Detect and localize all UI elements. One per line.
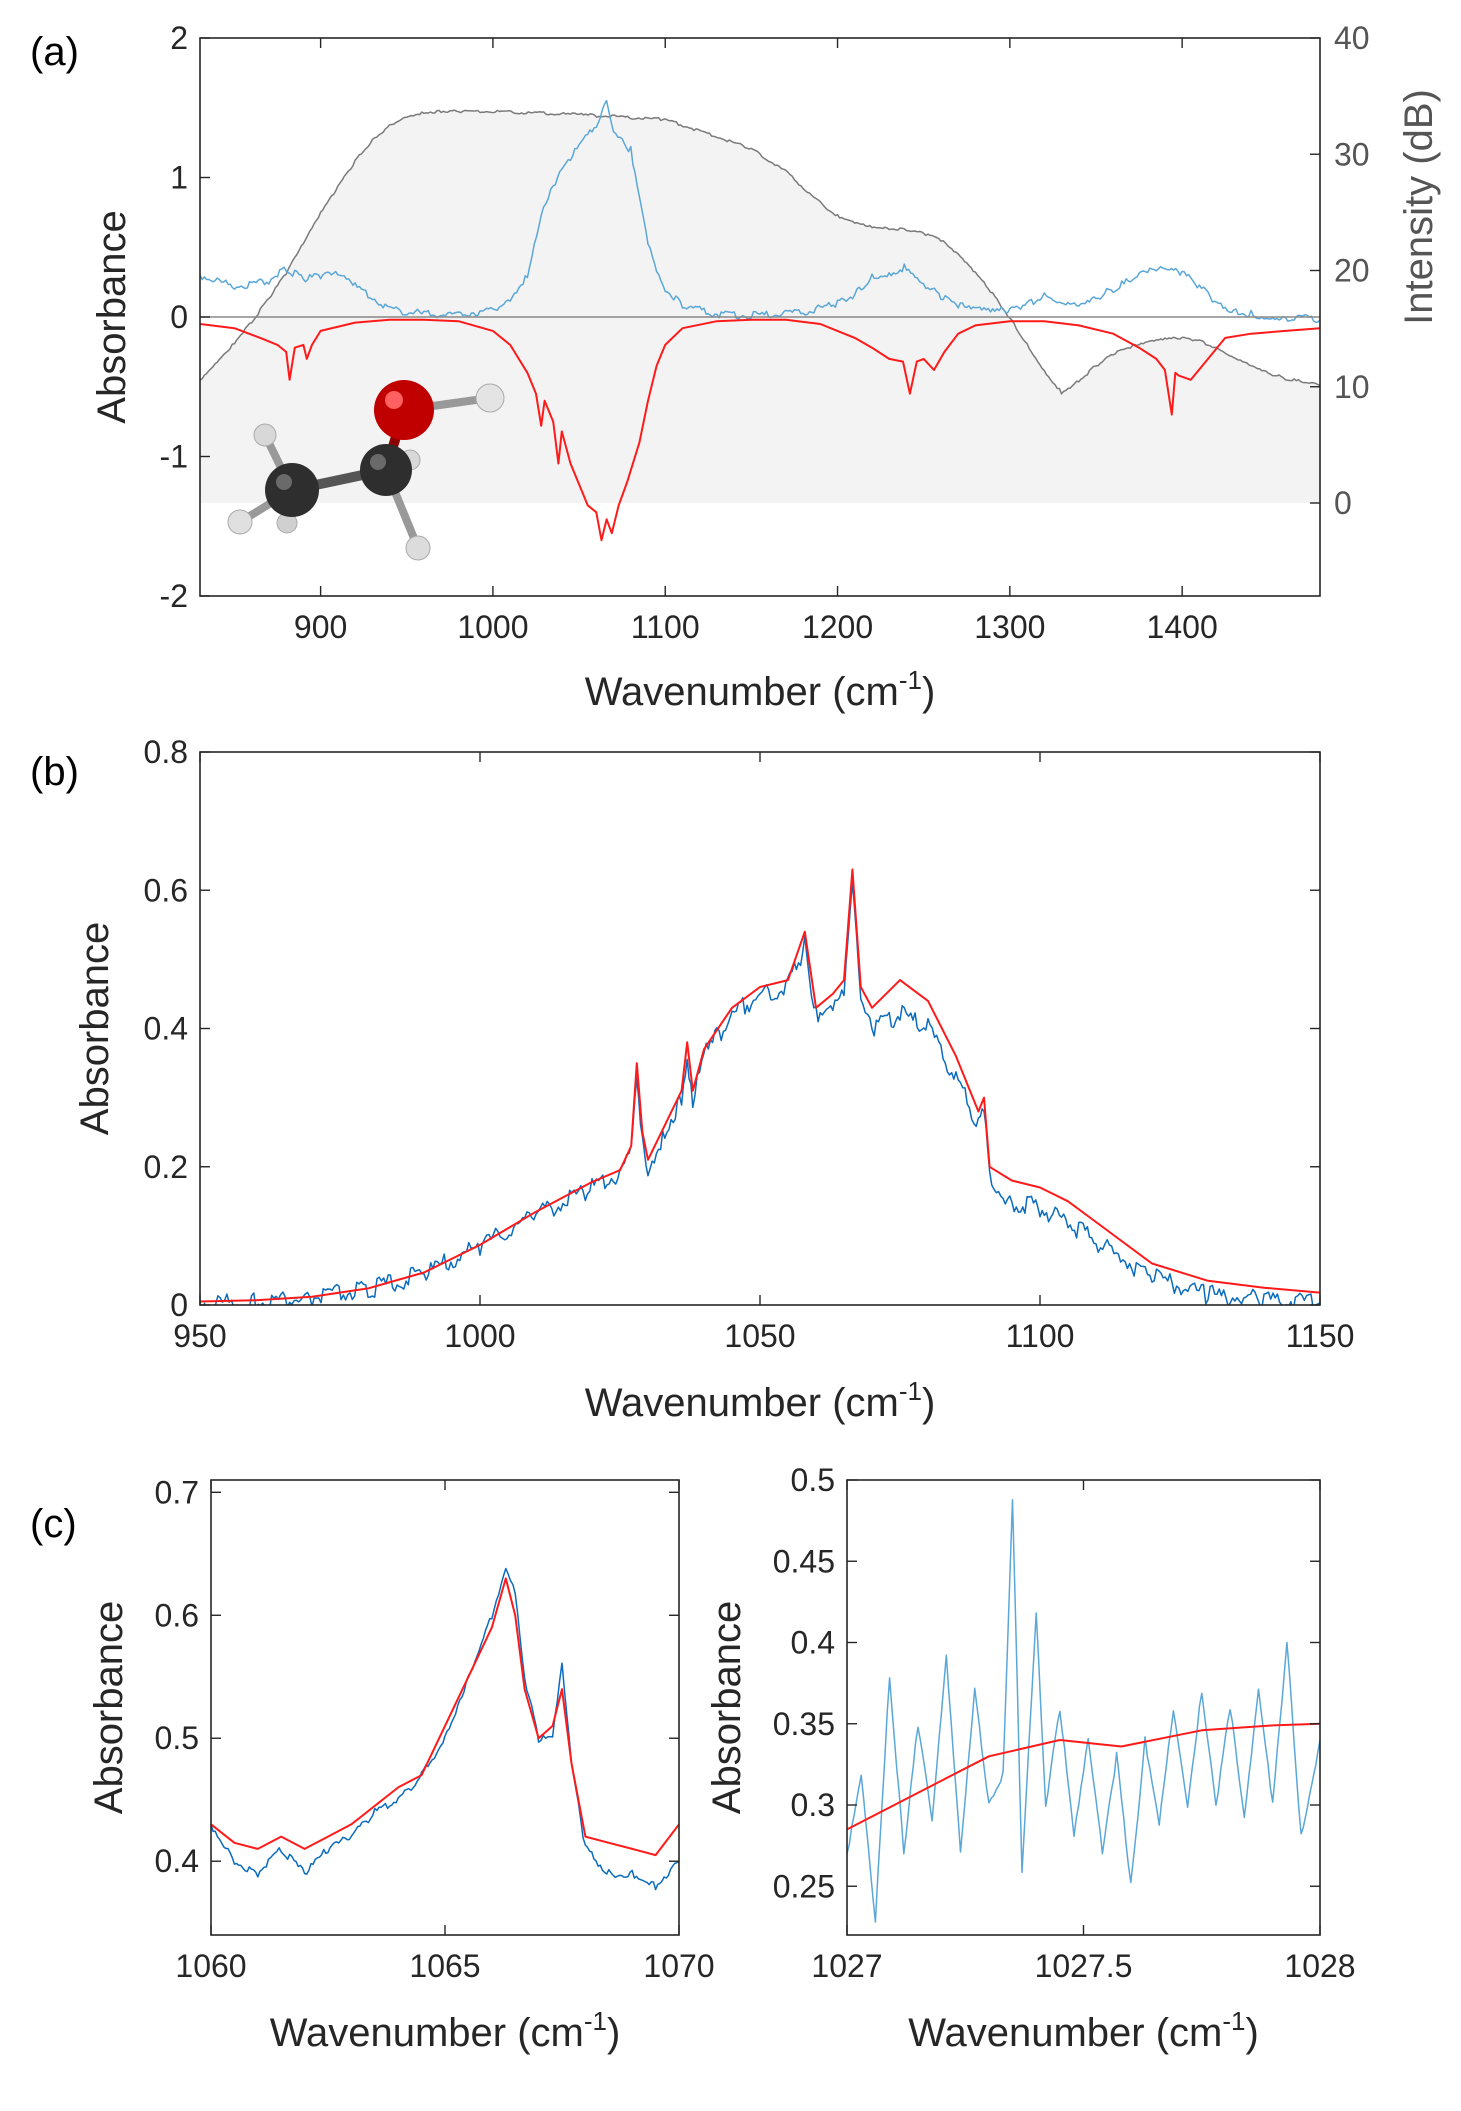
x-axis-label: Wavenumber (cm-1) [270, 2006, 621, 2055]
panel-label-a: (a) [30, 30, 79, 74]
x-tick-label: 1060 [175, 1948, 246, 1984]
hydrogen-atom [253, 423, 277, 447]
series-line-red-1 [200, 868, 1320, 1303]
panel-label-b: (b) [30, 750, 79, 794]
x-tick-label: 1027.5 [1035, 1948, 1133, 1984]
y-tick-label: 0.5 [791, 1462, 835, 1498]
x-tick-label: 1065 [409, 1948, 480, 1984]
x-axis-label-end: ) [922, 1381, 935, 1425]
y-tick-label: -2 [160, 578, 188, 614]
y-right-tick-label: 20 [1334, 253, 1370, 289]
x-axis-label-main: Wavenumber (cm [585, 1381, 899, 1425]
y-tick-label: 0.25 [773, 1868, 835, 1904]
y-right-axis-label: Intensity (dB) [1397, 89, 1441, 325]
y-tick-label: 0.6 [155, 1597, 199, 1633]
x-axis-label: Wavenumber (cm-1) [908, 2006, 1259, 2055]
y-right-tick-label: 0 [1334, 485, 1352, 521]
x-axis-label: Wavenumber (cm-1) [585, 665, 936, 714]
y-right-tick-label: 30 [1334, 136, 1370, 172]
series-line-red-1 [847, 1722, 1320, 1831]
x-tick-label: 1070 [643, 1948, 714, 1984]
y-tick-label: 1 [170, 160, 188, 196]
panel-b-absorbance: 950 1000 1050 1100 1150 0 0.2 0.4 0.6 0.8 Absorban… [73, 734, 1354, 1425]
y-tick-label: 0.4 [155, 1843, 199, 1879]
y-axis-label: Absorbance [87, 1601, 131, 1814]
y-axis-label: Absorbance [90, 210, 134, 423]
x-axis-label-main: Wavenumber (cm [908, 2011, 1222, 2055]
y-tick-label: 0.45 [773, 1543, 835, 1579]
carbon-atom [360, 444, 412, 496]
plot-area [211, 1567, 679, 1891]
axes-frame [199, 751, 1321, 1306]
x-tick-label: 1100 [1006, 1318, 1075, 1354]
ethanol-molecule-inset [227, 380, 505, 561]
y-tick-label: 0 [170, 299, 188, 335]
x-tick-label: 1000 [444, 1318, 515, 1354]
x-tick-label: 900 [294, 609, 347, 645]
y-tick-label: 0.4 [791, 1625, 835, 1661]
hydrogen-atom [475, 383, 505, 413]
carbon-atom [265, 463, 319, 517]
series-line-dark_blue-0 [200, 881, 1320, 1305]
oxygen-atom [374, 380, 434, 440]
y-tick-label: 0.8 [144, 734, 188, 770]
y-right-tick-label: 10 [1334, 369, 1370, 405]
x-tick-label: 1150 [1286, 1318, 1355, 1354]
x-axis-label-sup: -1 [899, 1376, 922, 1406]
x-axis-label-end: ) [922, 670, 935, 714]
x-axis-label-sup: -1 [1222, 2006, 1245, 2036]
hydrogen-atom [405, 535, 431, 561]
y-tick-label: 0.7 [155, 1474, 199, 1510]
x-tick-label: 1400 [1147, 609, 1218, 645]
y-right-tick-label: 40 [1334, 20, 1370, 56]
x-axis-label-end: ) [607, 2011, 620, 2055]
plot-area [847, 1499, 1320, 1923]
x-axis-label-main: Wavenumber (cm [270, 2011, 584, 2055]
y-tick-label: 0.2 [144, 1149, 188, 1185]
y-tick-label: 2 [170, 20, 188, 56]
y-tick-label: -1 [160, 439, 188, 475]
x-tick-label: 950 [173, 1318, 226, 1354]
axes-frame [210, 1479, 680, 1936]
x-axis-label-end: ) [1245, 2011, 1258, 2055]
panel-c-right-absorbance: 1027 1027.5 1028 0.25 0.3 0.35 0.4 0.45 0.5 Absor… [705, 1462, 1356, 2055]
y-tick-label: 0.4 [144, 1011, 188, 1047]
y-tick-label: 0.6 [144, 872, 188, 908]
x-axis-label: Wavenumber (cm-1) [585, 1376, 936, 1425]
plot-area [200, 868, 1320, 1305]
y-tick-label: 0.3 [791, 1787, 835, 1823]
panel-a-absorbance-intensity: 900 1000 1100 1200 1300 1400-2-1012010203040I… [90, 20, 1441, 714]
x-axis-label-sup: -1 [899, 665, 922, 695]
y-tick-label: 0.5 [155, 1720, 199, 1756]
hydrogen-atom [227, 509, 253, 535]
x-axis-label-sup: -1 [584, 2006, 607, 2036]
series-line-light_blue-1 [200, 99, 1320, 323]
panel-label-c: (c) [30, 1502, 77, 1546]
series-line-light_blue-0 [847, 1499, 1320, 1923]
x-axis-label-main: Wavenumber (cm [585, 670, 899, 714]
series-line-red-1 [211, 1577, 679, 1857]
x-tick-label: 1200 [802, 609, 873, 645]
x-tick-label: 1028 [1284, 1948, 1355, 1984]
y-axis-label: Absorbance [73, 922, 117, 1135]
panel-c-left-absorbance: 1060 1065 1070 0.4 0.5 0.6 0.7 Absorbance Wavenu… [87, 1474, 715, 2055]
axes-frame [846, 1479, 1321, 1936]
series-line-dark_blue-0 [211, 1567, 679, 1891]
series-fill-0 [200, 110, 1320, 503]
y-tick-label: 0.35 [773, 1706, 835, 1742]
x-tick-label: 1000 [457, 609, 528, 645]
x-tick-label: 1027 [811, 1948, 882, 1984]
y-axis-label: Absorbance [705, 1601, 749, 1814]
y-tick-label: 0 [170, 1287, 188, 1323]
x-tick-label: 1100 [631, 609, 700, 645]
series-line-red-2 [200, 318, 1320, 542]
x-tick-label: 1050 [724, 1318, 795, 1354]
x-tick-label: 1300 [974, 609, 1045, 645]
